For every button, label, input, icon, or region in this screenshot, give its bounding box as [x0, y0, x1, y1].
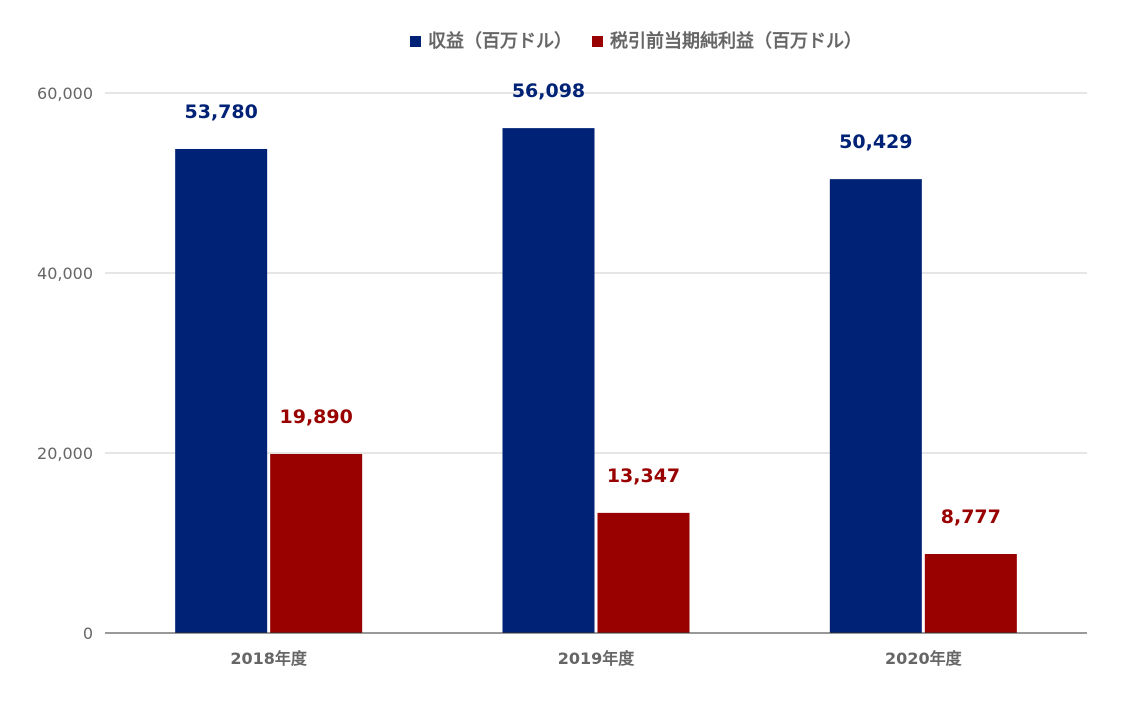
y-tick-label: 20,000	[37, 444, 93, 463]
data-label: 19,890	[280, 406, 353, 428]
bar-revenue	[502, 128, 595, 634]
bar-revenue	[175, 148, 268, 634]
legend-swatch	[592, 36, 603, 47]
data-labels: 53,780 19,890 56,098 13,347 50,429 8,777	[185, 80, 1001, 528]
x-tick-label: 2019年度	[558, 649, 636, 668]
data-label: 50,429	[839, 131, 912, 153]
y-tick-label: 40,000	[37, 264, 93, 283]
y-tick-label: 0	[83, 624, 93, 643]
legend-swatch	[410, 36, 421, 47]
data-label: 13,347	[607, 465, 680, 487]
x-tick-label: 2018年度	[230, 649, 308, 668]
data-label: 53,780	[185, 101, 258, 123]
legend-label: 税引前当期純利益（百万ドル）	[610, 30, 862, 52]
data-label: 56,098	[512, 80, 585, 102]
x-tick-label: 2020年度	[885, 649, 963, 668]
axes: 0 20,000 40,000 60,000 2018年度 2019年度 2020年度	[37, 84, 1087, 668]
y-tick-label: 60,000	[37, 84, 93, 103]
bar-pretax-income	[270, 453, 363, 633]
legend-item: 収益（百万ドル）	[410, 30, 572, 52]
data-label: 8,777	[941, 506, 1001, 528]
gridlines	[105, 92, 1087, 454]
legend-label: 収益（百万ドル）	[428, 30, 572, 52]
bar-revenue	[829, 179, 922, 633]
legend-item: 税引前当期純利益（百万ドル）	[592, 30, 862, 52]
legend: 収益（百万ドル） 税引前当期純利益（百万ドル）	[410, 30, 862, 52]
bar-pretax-income	[924, 554, 1017, 633]
bars	[175, 128, 1017, 634]
bar-pretax-income	[597, 512, 690, 633]
